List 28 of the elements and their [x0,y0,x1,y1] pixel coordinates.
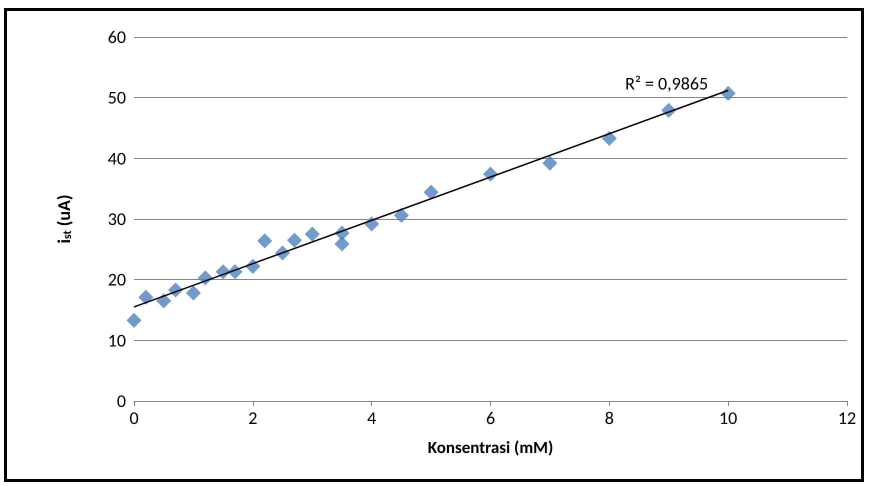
x-tick-label: 10 [719,407,738,429]
y-tick-label: 20 [108,268,126,291]
x-axis-title: Konsentrasi (mM) [428,437,554,458]
x-tick-label: 8 [604,407,614,429]
point [334,236,350,252]
y-tick-label: 10 [108,329,126,352]
point [156,293,172,308]
x-tick-label: 12 [838,407,856,429]
point [424,184,439,200]
y-axis-title: ist (uA) [53,194,75,244]
point [542,156,558,171]
y-tick-label: 30 [108,208,126,230]
point [394,208,409,223]
annotation: R² = 0,9865 [625,72,708,94]
point [304,226,320,242]
y-tick-label: 40 [108,147,126,170]
point [138,290,154,305]
y-tick-label: 60 [108,26,126,48]
point [286,232,302,248]
x-tick-label: 2 [248,407,258,429]
point [257,233,272,248]
point [126,312,142,328]
y-tick-label: 50 [108,86,126,109]
x-tick-label: 6 [486,407,496,429]
point [186,286,201,301]
point [602,130,617,146]
y-tick-label: 0 [116,390,126,412]
x-tick-label: 4 [367,407,376,429]
